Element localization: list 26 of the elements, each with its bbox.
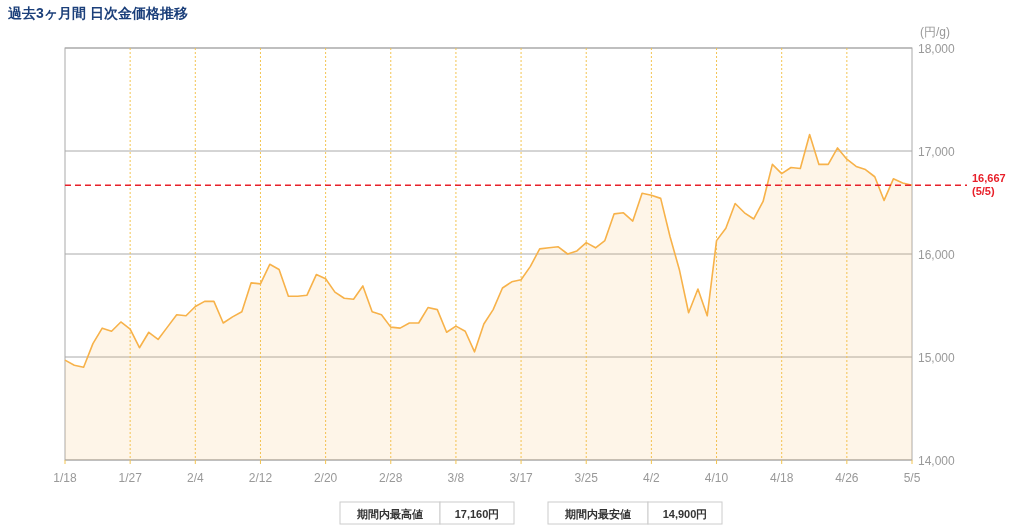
x-tick-label: 2/20 bbox=[313, 471, 338, 485]
x-tick-label: 2/28 bbox=[379, 471, 403, 485]
text: 17,160円 bbox=[454, 508, 500, 520]
ref-line-label: 16,667 (5/5) bbox=[972, 172, 1006, 198]
x-tick-label: 3/17 bbox=[509, 471, 534, 485]
y-axis-title: (円/g) bbox=[920, 25, 950, 39]
x-tick-label: 1/27 bbox=[118, 471, 143, 485]
y-tick-label: 15,000 bbox=[918, 351, 956, 365]
x-tick-label: 4/26 bbox=[835, 471, 859, 485]
y-tick-label: 14,000 bbox=[918, 454, 956, 468]
x-tick-label: 2/12 bbox=[248, 471, 273, 485]
y-tick-label: 16,000 bbox=[918, 248, 956, 262]
x-tick-label: 5/5 bbox=[903, 471, 921, 485]
chart-title: 過去3ヶ月間 日次金価格推移 bbox=[7, 5, 188, 21]
x-tick-label: 4/2 bbox=[643, 471, 661, 485]
x-tick-label: 3/8 bbox=[447, 471, 465, 485]
text: 14,900円 bbox=[662, 508, 708, 520]
x-tick-label: 1/18 bbox=[53, 471, 77, 485]
x-tick-label: 4/18 bbox=[770, 471, 794, 485]
text: 期間内最高値 bbox=[356, 508, 423, 520]
x-tick-label: 3/25 bbox=[574, 471, 599, 485]
y-tick-label: 18,000 bbox=[918, 42, 956, 56]
x-tick-label: 2/4 bbox=[186, 471, 204, 485]
text: 期間内最安値 bbox=[564, 508, 631, 520]
x-tick-label: 4/10 bbox=[704, 471, 729, 485]
y-tick-label: 17,000 bbox=[918, 145, 956, 159]
